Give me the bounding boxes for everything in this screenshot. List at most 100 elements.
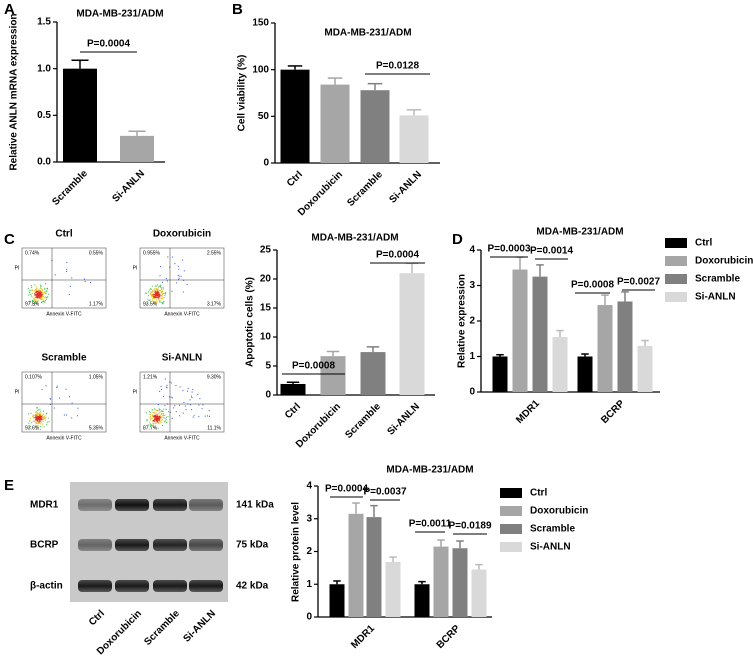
y-axis-label: Relative expression (457, 274, 468, 368)
flow-dot (158, 415, 160, 417)
flow-dot (30, 301, 32, 303)
flow-dot (162, 297, 164, 299)
flow-dot (45, 385, 47, 387)
y-tick-label: 0 (265, 390, 271, 401)
flow-dot (154, 295, 156, 297)
flow-dot (163, 416, 165, 418)
flow-dot (169, 266, 171, 268)
flow-dot (156, 421, 158, 423)
flow-dot (146, 292, 148, 294)
flow-dot (34, 293, 36, 295)
flow-dot (40, 285, 42, 287)
flow-title: Doxorubicin (153, 229, 211, 240)
flow-dot (35, 428, 37, 430)
flow-dot (44, 297, 46, 299)
flow-dot (56, 387, 58, 389)
flow-dot (151, 296, 153, 298)
flow-dot (153, 293, 155, 295)
flow-dot (164, 292, 166, 294)
flow-dot (40, 298, 42, 300)
chart-title: MDA-MB-231/ADM (536, 227, 623, 238)
flow-dot (157, 427, 159, 429)
blot-band (115, 499, 149, 511)
panel-label: C (4, 231, 15, 248)
flow-dot (40, 293, 42, 295)
flow-dot (158, 289, 160, 291)
flow-dot (39, 417, 41, 419)
chart-title: MDA-MB-231/ADM (324, 28, 411, 39)
flow-dot (164, 420, 166, 422)
y-tick-label: 10 (260, 332, 272, 343)
y-tick-label: 3 (306, 513, 312, 524)
flow-dot (49, 403, 51, 405)
flow-dot (167, 256, 169, 258)
flow-dot (186, 390, 188, 392)
flow-dot (153, 289, 155, 291)
legend-swatch (500, 506, 522, 516)
flow-dot (167, 415, 169, 417)
y-tick-label: 1.5 (37, 17, 51, 28)
flow-dot (166, 384, 168, 386)
flow-dot (152, 291, 154, 293)
flow-dot (187, 387, 189, 389)
flow-dot (39, 415, 41, 417)
flow-dot (158, 296, 160, 298)
bar (280, 69, 310, 163)
flow-dot (42, 296, 44, 298)
flow-dot (38, 296, 40, 298)
flow-dot (38, 422, 40, 424)
flow-dot (170, 396, 172, 398)
flow-dot (183, 270, 185, 272)
flow-dot (36, 298, 38, 300)
flow-dot (154, 298, 156, 300)
flow-dot (69, 396, 71, 398)
flow-dot (185, 409, 187, 411)
flow-dot (38, 422, 40, 424)
flow-dot (152, 412, 154, 414)
flow-dot (153, 297, 155, 299)
bar (637, 345, 653, 392)
flow-dot (152, 289, 154, 291)
flow-dot (66, 268, 68, 270)
flow-dot (152, 420, 154, 422)
flow-dot (164, 418, 166, 420)
flow-dot (40, 417, 42, 419)
legend-swatch (665, 292, 687, 302)
quadrant-percent: 93.5% (143, 301, 158, 307)
flow-dot (157, 418, 159, 420)
y-tick-label: 150 (252, 18, 269, 29)
flow-dot (193, 415, 195, 417)
flow-dot (39, 409, 41, 411)
flow-dot (147, 291, 149, 293)
flow-dot (41, 301, 43, 303)
flow-dot (152, 295, 154, 297)
flow-dot (154, 409, 156, 411)
flow-dot (149, 289, 151, 291)
flow-dot (158, 294, 160, 296)
flow-dot (160, 290, 162, 292)
flow-dot (154, 294, 156, 296)
flow-dot (163, 414, 165, 416)
flow-dot (155, 415, 157, 417)
flow-dot (45, 416, 47, 418)
quadrant-percent: 1.21% (143, 374, 158, 380)
x-tick-label: MDR1 (349, 623, 377, 651)
flow-dot (150, 424, 152, 426)
flow-dot (35, 291, 37, 293)
flow-dot (165, 408, 167, 410)
quadrant-percent: 0.55% (89, 250, 104, 256)
flow-dot (152, 415, 154, 417)
flow-dot (45, 292, 47, 294)
flow-dot (204, 415, 206, 417)
flow-dot (43, 426, 45, 428)
p-value: P=0.0189 (448, 521, 492, 532)
flow-dot (34, 417, 36, 419)
flow-dot (36, 417, 38, 419)
flow-dot (44, 283, 46, 285)
flow-dot (84, 280, 86, 282)
flow-dot (76, 415, 78, 417)
flow-dot (33, 294, 35, 296)
flow-dot (41, 298, 43, 300)
flow-dot (175, 385, 177, 387)
